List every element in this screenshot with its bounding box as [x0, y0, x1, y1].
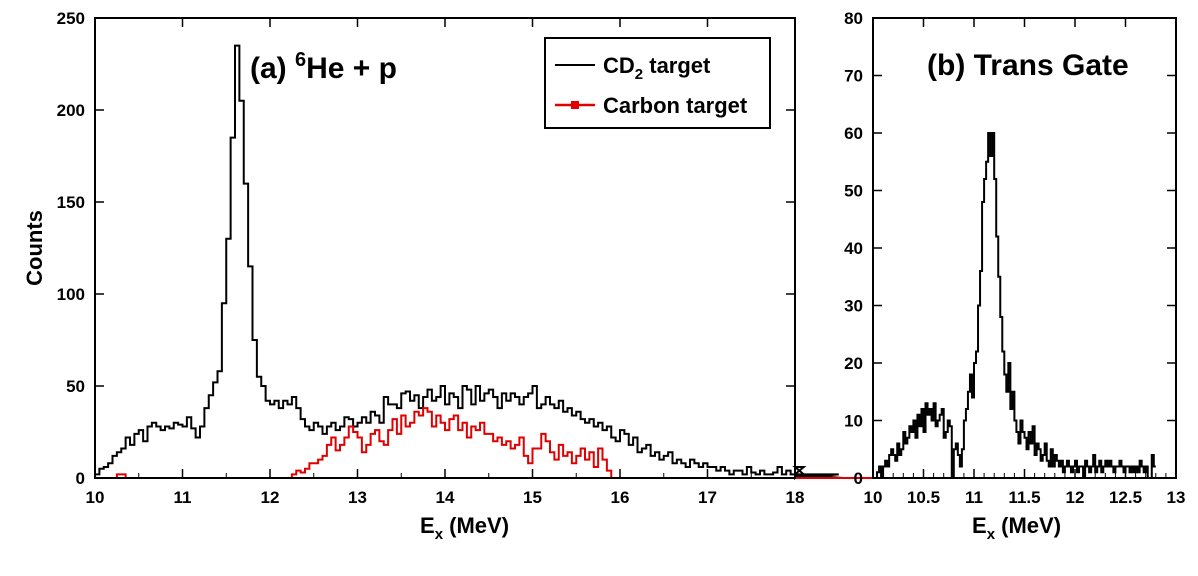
- panel-b-series-0-histogram: [873, 132, 1156, 479]
- panel-b-ticks: [872, 17, 1177, 479]
- panel-a-x-axis-label-sub: x: [435, 526, 444, 543]
- panel-b-y-tick-label: 40: [844, 239, 863, 258]
- panel-a-x-tick-label: 13: [348, 488, 367, 507]
- panel-a-y-tick-label: 200: [57, 101, 85, 120]
- panel-b-y-tick-label: 60: [844, 124, 863, 143]
- panel-b-x-tick-label: 11.5: [1008, 488, 1040, 507]
- panel-b-frame: [872, 17, 1177, 479]
- legend-box: [544, 37, 771, 129]
- panel-a-y-tick-label: 250: [57, 9, 85, 28]
- panel-a-series: [95, 44, 935, 481]
- panel-a-x-tick-label: 14: [436, 488, 455, 507]
- panel-a-x-tick-label: 18: [786, 488, 805, 507]
- legend: CD2 target Carbon target: [544, 37, 771, 129]
- panel-b-y-tick-label: 20: [844, 354, 863, 373]
- panel-b-y-tick-label: 30: [844, 297, 863, 316]
- panel-b-x-axis-label: Ex (MeV): [972, 513, 1061, 543]
- panel-b-x-tick-label: 13: [1167, 488, 1186, 507]
- panel-b-x-tick-label: 11: [965, 488, 983, 507]
- legend-label-cd2: CD2 target: [603, 53, 711, 83]
- panel-b-y-tick-label: 70: [844, 67, 863, 86]
- panel-a-x-tick-label: 10: [86, 488, 105, 507]
- panel-a-x-tick-label: 11: [174, 488, 192, 507]
- panel-a-title-superscript: 6: [295, 49, 306, 71]
- panel-a-title: (a) 6He + p: [250, 49, 397, 85]
- panel-a-x-tick-label: 15: [523, 488, 542, 507]
- panel-b-x-tick-label: 10: [864, 488, 883, 507]
- panel-a-y-axis-label: Counts: [22, 210, 47, 286]
- panel-a-x-tick-label: 12: [261, 488, 280, 507]
- panel-b-y-tick-label: 50: [844, 182, 863, 201]
- panel-a-y-tick-label: 0: [76, 469, 85, 488]
- panel-b-y-tick-label: 80: [844, 9, 863, 28]
- panel-b-y-tick-label: 0: [854, 469, 863, 488]
- panel-b-title: (b) Trans Gate: [927, 49, 1129, 82]
- panel-a-frame: [94, 17, 796, 479]
- panel-a-y-tick-label: 150: [57, 193, 85, 212]
- panel-b-x-axis-label-sub: x: [987, 526, 996, 543]
- panel-a-series-0-histogram: [95, 44, 905, 481]
- panel-a-x-tick-label: 16: [611, 488, 630, 507]
- panel-a-series-1-histogram: [95, 407, 935, 479]
- panel-b-x-tick-label: 10.5: [907, 488, 940, 507]
- panel-a-x-axis-label: Ex (MeV): [420, 513, 509, 543]
- legend-label-carbon: Carbon target: [603, 93, 748, 118]
- panel-a-y-tick-label: 50: [66, 377, 85, 396]
- panel-b-series: [873, 132, 1156, 479]
- panel-b-x-tick-label: 12.5: [1109, 488, 1142, 507]
- panel-a-x-tick-label: 17: [698, 488, 717, 507]
- panel-b-y-tick-label: 10: [844, 412, 863, 431]
- panel-b-x-tick-label: 12: [1066, 488, 1085, 507]
- panel-a-tick-labels: 10 11 12 13 14 15 16 17 18 0 50 100 150 200 250: [57, 9, 805, 507]
- legend-marker-carbon: [571, 101, 579, 109]
- panel-a-y-tick-label: 100: [57, 285, 85, 304]
